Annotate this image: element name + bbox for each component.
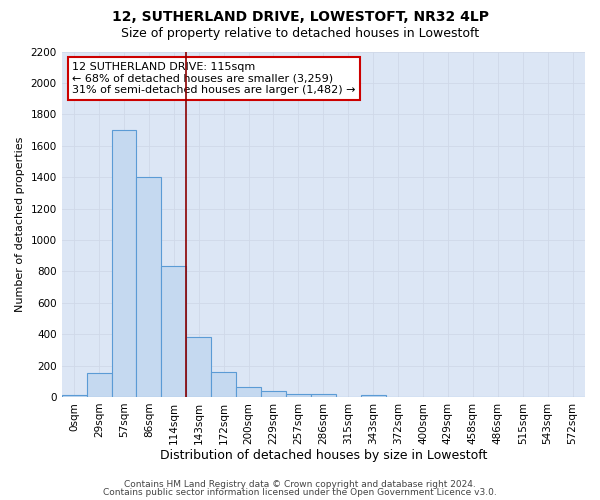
Bar	[311, 394, 336, 397]
Bar	[211, 372, 236, 397]
Bar	[236, 387, 261, 397]
Y-axis label: Number of detached properties: Number of detached properties	[15, 136, 25, 312]
Text: Contains public sector information licensed under the Open Government Licence v3: Contains public sector information licen…	[103, 488, 497, 497]
Text: Contains HM Land Registry data © Crown copyright and database right 2024.: Contains HM Land Registry data © Crown c…	[124, 480, 476, 489]
Bar	[86, 372, 112, 397]
Bar	[136, 177, 161, 397]
Bar	[62, 394, 86, 397]
Bar	[261, 392, 286, 397]
X-axis label: Distribution of detached houses by size in Lowestoft: Distribution of detached houses by size …	[160, 450, 487, 462]
Text: Size of property relative to detached houses in Lowestoft: Size of property relative to detached ho…	[121, 28, 479, 40]
Bar	[112, 130, 136, 397]
Bar	[186, 336, 211, 397]
Bar	[361, 395, 386, 397]
Text: 12, SUTHERLAND DRIVE, LOWESTOFT, NR32 4LP: 12, SUTHERLAND DRIVE, LOWESTOFT, NR32 4L…	[112, 10, 488, 24]
Text: 12 SUTHERLAND DRIVE: 115sqm
← 68% of detached houses are smaller (3,259)
31% of : 12 SUTHERLAND DRIVE: 115sqm ← 68% of det…	[72, 62, 356, 95]
Bar	[161, 266, 186, 397]
Bar	[286, 394, 311, 397]
